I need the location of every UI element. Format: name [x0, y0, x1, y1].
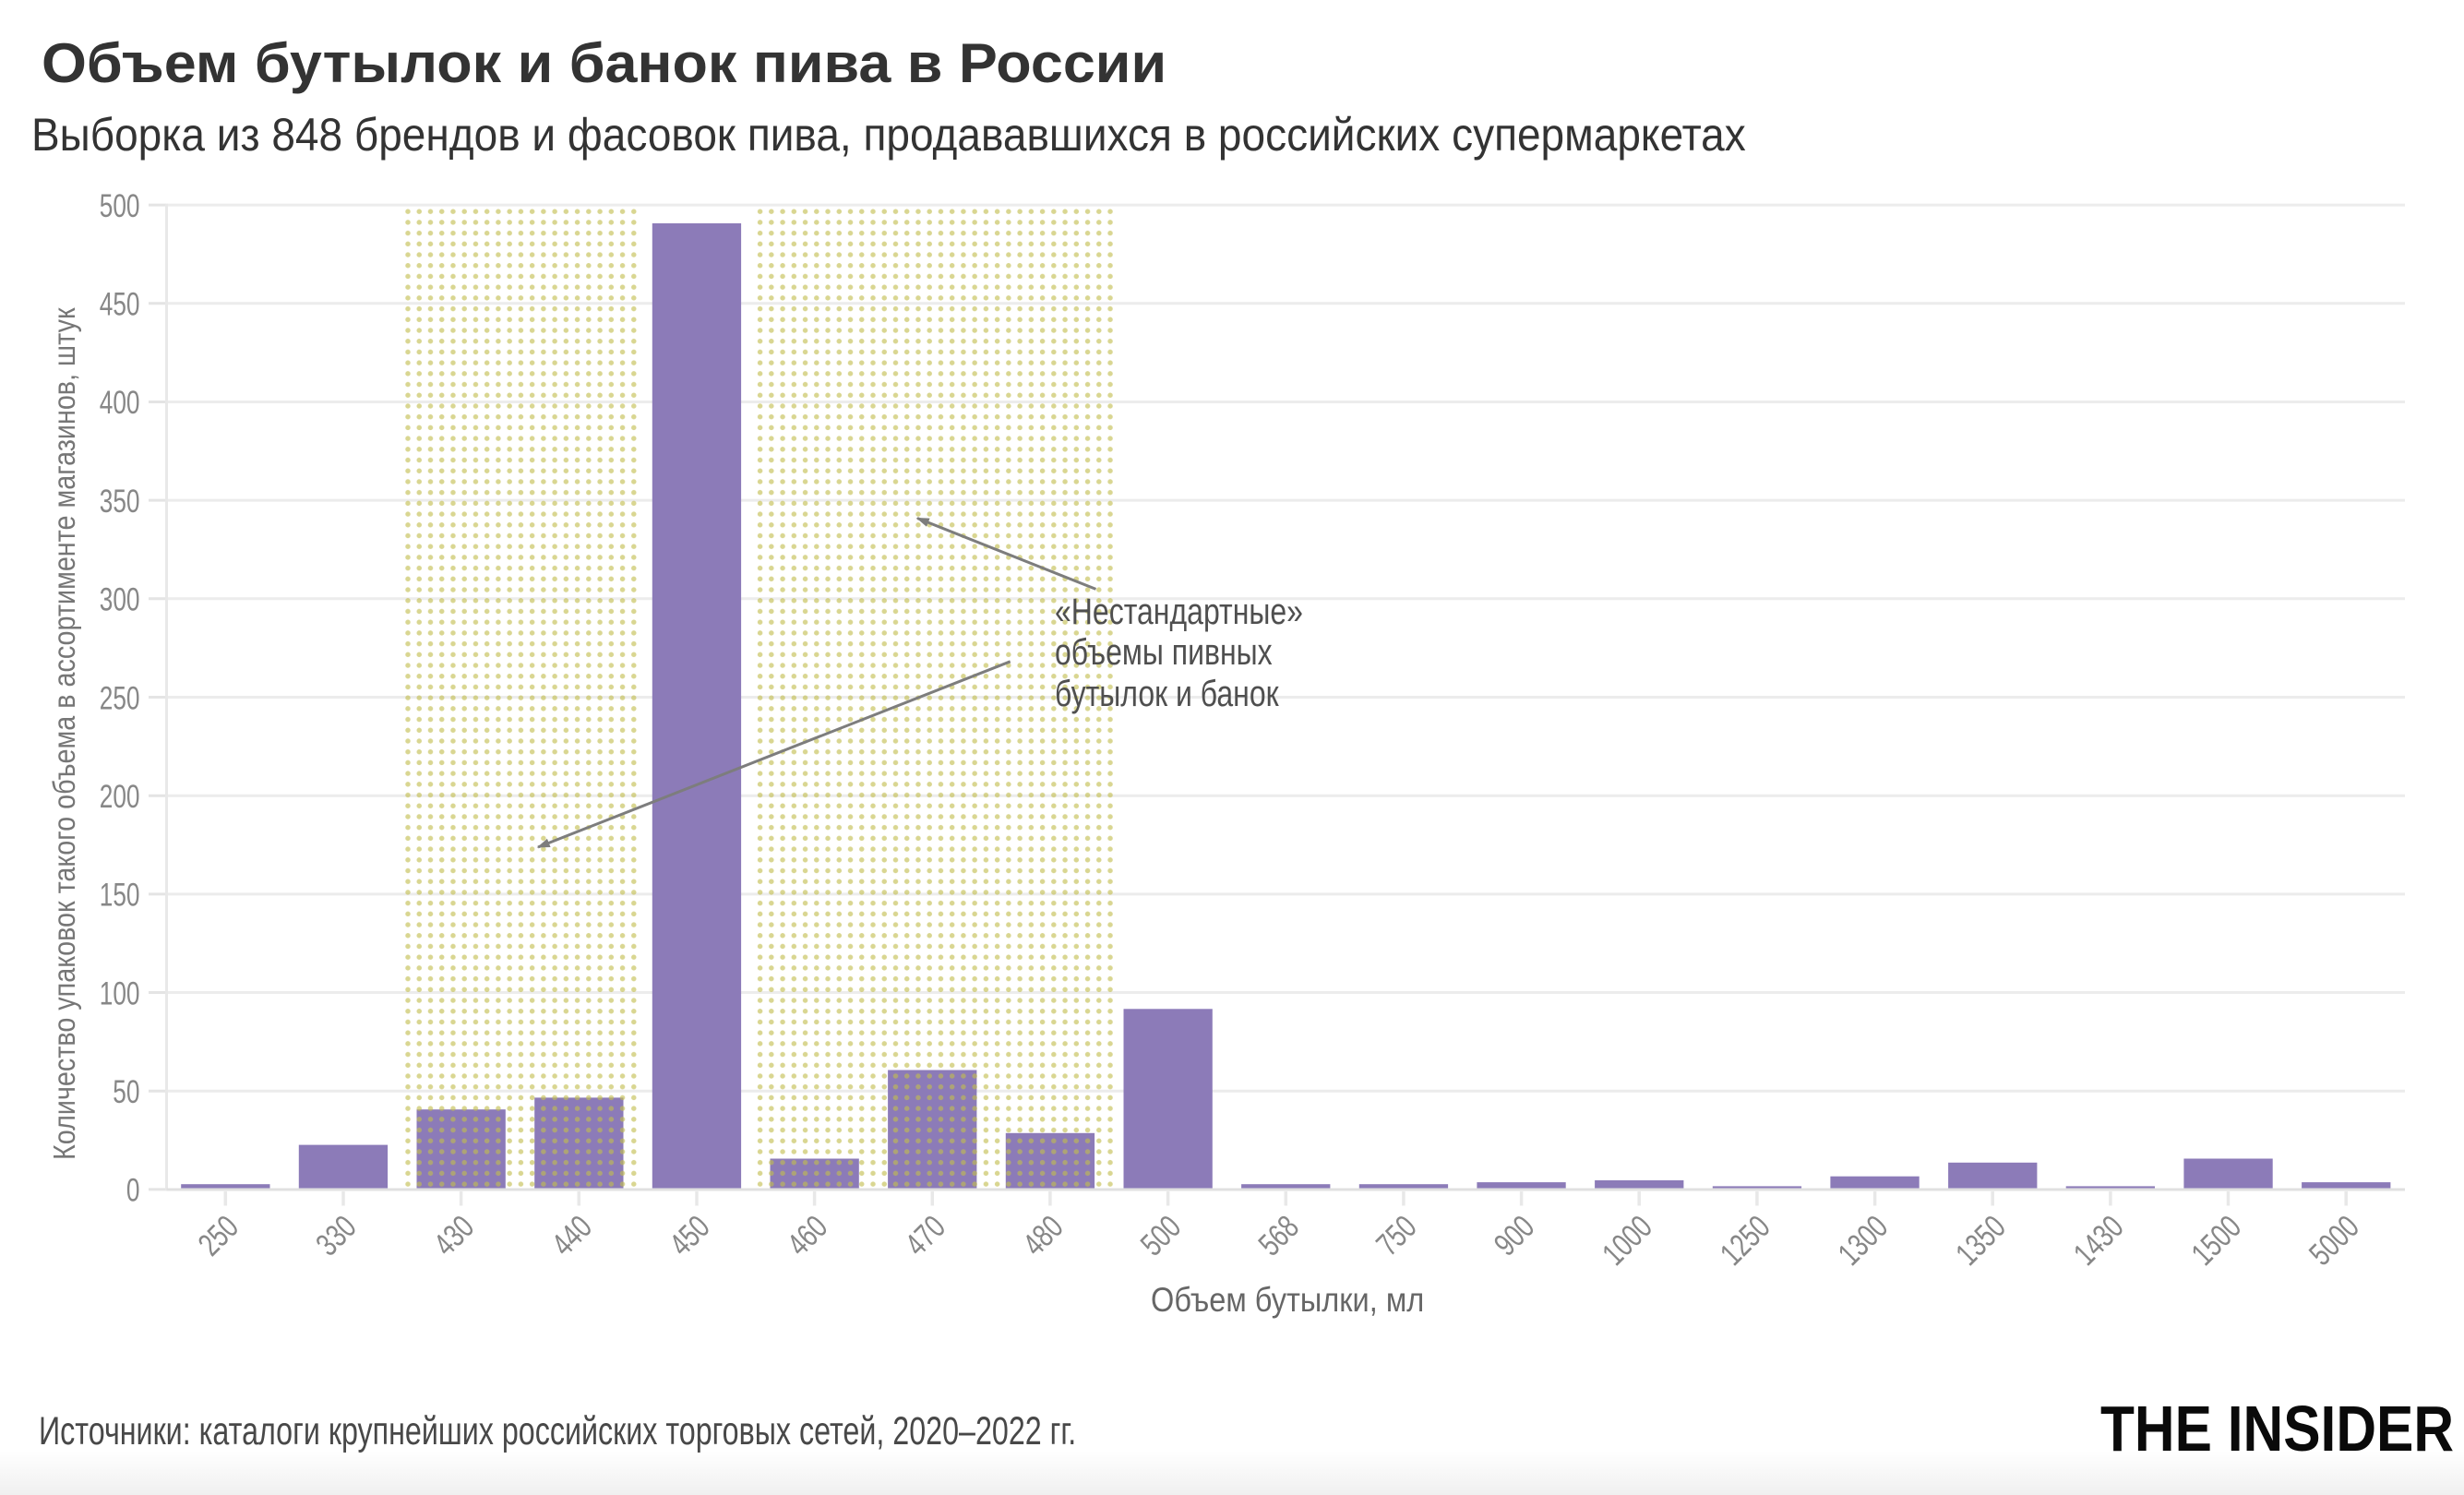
- svg-text:150: 150: [100, 877, 140, 914]
- svg-text:1430: 1430: [2066, 1208, 2130, 1272]
- svg-text:750: 750: [1370, 1208, 1424, 1262]
- svg-text:200: 200: [100, 778, 140, 815]
- svg-text:450: 450: [663, 1208, 717, 1262]
- svg-text:250: 250: [191, 1208, 245, 1262]
- svg-text:500: 500: [1133, 1208, 1188, 1262]
- svg-text:1500: 1500: [2184, 1208, 2248, 1272]
- svg-text:50: 50: [113, 1073, 139, 1110]
- svg-text:250: 250: [100, 680, 140, 717]
- svg-text:450: 450: [100, 286, 140, 323]
- svg-text:900: 900: [1487, 1208, 1541, 1262]
- svg-text:350: 350: [100, 483, 140, 520]
- svg-text:470: 470: [898, 1208, 952, 1262]
- svg-text:460: 460: [780, 1208, 834, 1262]
- svg-text:480: 480: [1016, 1208, 1071, 1262]
- svg-text:440: 440: [544, 1208, 599, 1262]
- svg-text:430: 430: [426, 1208, 481, 1262]
- svg-text:400: 400: [100, 385, 140, 422]
- svg-text:568: 568: [1251, 1208, 1306, 1262]
- svg-text:1350: 1350: [1949, 1208, 2013, 1272]
- svg-text:1250: 1250: [1713, 1208, 1776, 1272]
- svg-text:Количество упаковок такого объ: Количество упаковок такого объема в ассо…: [47, 307, 81, 1160]
- svg-text:5000: 5000: [2303, 1208, 2366, 1272]
- svg-text:100: 100: [100, 975, 140, 1012]
- svg-text:0: 0: [126, 1172, 140, 1209]
- svg-text:330: 330: [309, 1208, 364, 1262]
- svg-text:500: 500: [100, 187, 140, 224]
- svg-text:1300: 1300: [1831, 1208, 1895, 1272]
- svg-text:1000: 1000: [1596, 1208, 1659, 1272]
- svg-text:300: 300: [100, 581, 140, 618]
